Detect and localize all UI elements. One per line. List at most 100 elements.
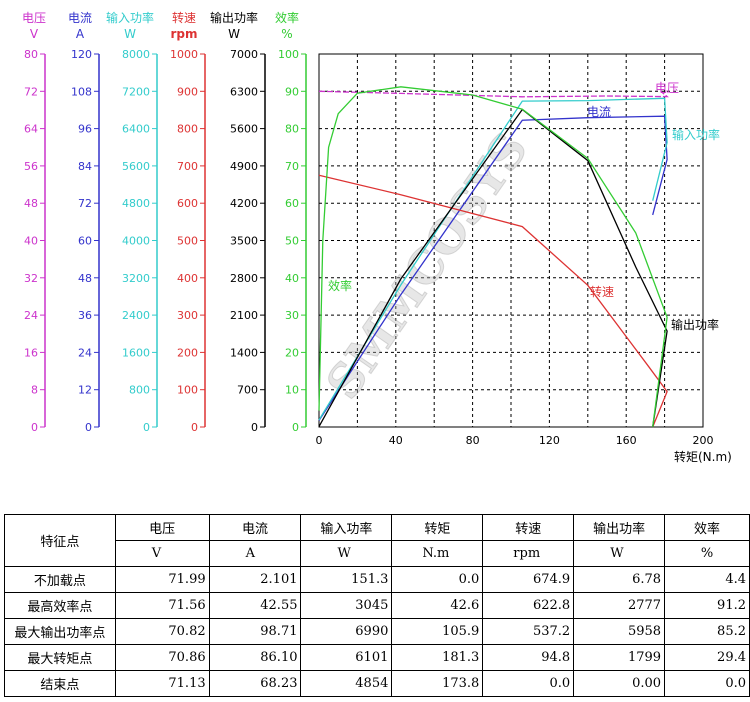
axis-unit-efficiency: % [281,27,292,41]
axis-tick-label-input_power: 2400 [122,309,150,322]
motor-characteristic-chart: 电压V80726456484032241680电流A12010896847260… [22,10,732,464]
axis-tick-label-input_power: 6400 [122,123,150,136]
table-cell: 94.8 [482,644,575,671]
axis-tick-label-input_power: 8000 [122,48,150,61]
axis-unit-voltage: V [30,27,39,41]
table-cell: 0.00 [573,670,666,697]
table-row: 最高效率点 71.56 42.55 3045 42.6 622.8 2777 91.2 [4,592,750,619]
header-output-power: 输出功率 [573,514,666,541]
table-cell: 98.71 [208,618,302,645]
axis-tick-label-efficiency: 70 [285,160,299,173]
axis-tick-label-current: 120 [71,48,92,61]
series-label-voltage: 电压 [655,81,679,95]
table-cell: 29.4 [664,644,750,671]
table-cell: 4854 [300,670,393,697]
axis-title-input_power: 输入功率 [106,10,154,25]
series-label-current: 电流 [587,105,611,119]
axis-tick-label-current: 60 [78,235,92,248]
table-cell: 3045 [300,592,393,619]
axis-tick-label-speed: 300 [177,309,198,322]
axis-tick-label-voltage: 72 [24,85,38,98]
axis-tick-label-input_power: 3200 [122,272,150,285]
axis-tick-label-output_power: 700 [237,384,258,397]
series-line-efficiency [318,86,668,428]
x-tick-label: 0 [316,434,323,447]
row-label: 最大输出功率点 [4,618,116,645]
series-line-voltage [318,90,669,98]
axis-tick-label-current: 24 [78,346,92,359]
series-line-speed [318,174,668,428]
axis-tick-label-voltage: 40 [24,235,38,248]
table-cell: 0.0 [482,670,575,697]
header-voltage: 电压 [114,514,210,541]
axis-tick-label-efficiency: 90 [285,85,299,98]
characteristic-points-table-container: 特征点 电压 电流 输入功率 转矩 转速 输出功率 效率 V A W N.m r… [4,514,750,697]
axis-tick-label-input_power: 0 [143,421,150,434]
table-row: 结束点 71.13 68.23 4854 173.8 0.0 0.00 0.0 [4,670,750,697]
unit-speed: rpm [482,540,575,567]
axis-tick-label-current: 12 [78,384,92,397]
axis-title-voltage: 电压 [22,11,46,25]
table-cell: 2777 [573,592,666,619]
axis-title-output_power: 输出功率 [210,10,258,25]
table-cell: 5958 [573,618,666,645]
axis-tick-label-input_power: 7200 [122,85,150,98]
table-cell: 70.86 [114,644,210,671]
axis-tick-label-input_power: 5600 [122,160,150,173]
series-line-input_power [318,97,668,421]
unit-torque: N.m [391,540,484,567]
series-label-output_power: 输出功率 [671,317,719,332]
axis-tick-label-output_power: 1400 [230,346,258,359]
axis-tick-label-efficiency: 40 [285,272,299,285]
characteristic-points-table: 特征点 电压 电流 输入功率 转矩 转速 输出功率 效率 V A W N.m r… [4,514,750,697]
axis-tick-label-current: 72 [78,197,92,210]
table-row: 最大转矩点 70.86 86.10 6101 181.3 94.8 1799 29.4 [4,644,750,671]
axis-unit-input_power: W [124,27,136,41]
axis-tick-label-efficiency: 20 [285,346,299,359]
axis-tick-label-speed: 1000 [170,48,198,61]
axis-tick-label-efficiency: 0 [292,421,299,434]
header-characteristic-point: 特征点 [4,514,116,567]
table-cell: 71.13 [114,670,210,697]
table-cell: 85.2 [664,618,750,645]
axis-title-efficiency: 效率 [275,10,299,25]
table-header-row: 特征点 电压 电流 输入功率 转矩 转速 输出功率 效率 [4,514,750,567]
header-input-power: 输入功率 [300,514,393,541]
series-line-current [318,115,668,421]
axis-tick-label-input_power: 4800 [122,197,150,210]
table-row: 最大输出功率点 70.82 98.71 6990 105.9 537.2 5958 85.2 [4,618,750,645]
unit-current: A [208,540,302,567]
table-cell: 151.3 [300,566,393,593]
axis-tick-label-voltage: 24 [24,309,38,322]
header-torque: 转矩 [391,514,484,541]
table-cell: 6.78 [573,566,666,593]
axis-tick-label-speed: 400 [177,272,198,285]
axis-tick-label-output_power: 4900 [230,160,258,173]
table-cell: 0.0 [664,670,750,697]
table-cell: 42.6 [391,592,484,619]
table-cell: 674.9 [482,566,575,593]
axis-tick-label-output_power: 2800 [230,272,258,285]
axis-tick-label-speed: 200 [177,346,198,359]
axis-tick-label-speed: 0 [191,421,198,434]
axis-unit-output_power: W [228,27,240,41]
axis-tick-label-current: 108 [71,85,92,98]
row-label: 最高效率点 [4,592,116,619]
axis-tick-label-efficiency: 30 [285,309,299,322]
axis-tick-label-voltage: 16 [24,346,38,359]
table-cell: 42.55 [208,592,302,619]
axis-tick-label-output_power: 6300 [230,85,258,98]
axis-tick-label-voltage: 56 [24,160,38,173]
axis-unit-speed: rpm [170,27,197,41]
axis-tick-label-efficiency: 10 [285,384,299,397]
axis-tick-label-current: 96 [78,123,92,136]
table-cell: 105.9 [391,618,484,645]
table-cell: 4.4 [664,566,750,593]
table-cell: 0.0 [391,566,484,593]
header-speed: 转速 [482,514,575,541]
x-axis-title: 转矩(N.m) [674,449,732,464]
axis-tick-label-current: 84 [78,160,92,173]
x-tick-label: 200 [693,434,714,447]
unit-voltage: V [114,540,210,567]
series-label-efficiency: 效率 [328,278,352,293]
